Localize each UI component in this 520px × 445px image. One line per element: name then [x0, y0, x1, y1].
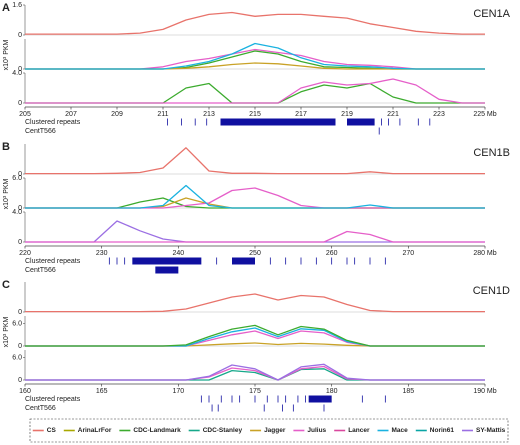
x-tick-label: 223 — [433, 111, 445, 118]
panel-label: B — [2, 141, 10, 153]
legend-label: Norin61 — [430, 427, 455, 434]
series-line — [25, 293, 485, 313]
x-tick-label: 220 — [19, 250, 31, 257]
track-label: Clustered repeats — [25, 258, 81, 265]
series-line — [25, 197, 485, 209]
x-tick-label: 211 — [157, 111, 168, 118]
y-tick-label: 6.0 — [12, 354, 22, 361]
x-tick-label: 280 Mb — [473, 250, 496, 257]
repeat-span — [347, 118, 375, 126]
series-line — [25, 82, 485, 104]
y-axis-label: x10³ PKM — [3, 39, 10, 70]
series-line — [25, 184, 485, 209]
x-tick-label: 240 — [172, 250, 184, 257]
panel-label: C — [2, 279, 10, 291]
track-label: Clustered repeats — [25, 396, 81, 403]
x-tick-label: 219 — [341, 111, 353, 118]
repeat-span — [220, 118, 336, 126]
x-tick-label: 175 — [249, 388, 261, 395]
legend-label: CS — [47, 427, 57, 434]
y-axis-label: x10³ PKM — [3, 178, 10, 209]
y-tick-label: 4.0 — [12, 209, 22, 216]
legend-label: CDC-Stanley — [203, 427, 243, 434]
legend-label: Lancer — [348, 427, 370, 434]
y-tick-label: 0 — [18, 171, 22, 178]
x-tick-label: 165 — [96, 388, 108, 395]
x-tick-label: 170 — [172, 388, 184, 395]
x-tick-label: 215 — [249, 111, 261, 118]
y-tick-label: 0 — [18, 100, 22, 107]
y-tick-label: 0 — [18, 205, 22, 212]
series-line — [25, 330, 485, 347]
series-line — [25, 48, 485, 70]
x-tick-label: 209 — [111, 111, 123, 118]
x-tick-label: 250 — [249, 250, 261, 257]
x-tick-label: 190 Mb — [473, 388, 496, 395]
x-tick-label: 270 — [402, 250, 414, 257]
x-tick-label: 205 — [19, 111, 31, 118]
series-line — [25, 197, 485, 209]
series-line — [25, 230, 485, 243]
repeat-span — [232, 257, 255, 265]
x-tick-label: 260 — [326, 250, 338, 257]
panel-label: A — [2, 2, 10, 14]
series-line — [25, 363, 485, 381]
legend-label: CDC-Landmark — [133, 427, 181, 434]
repeat-span — [132, 257, 202, 265]
series-line — [25, 324, 485, 347]
series-line — [25, 78, 485, 104]
series-line — [25, 220, 485, 243]
x-tick-label: 221 — [387, 111, 399, 118]
legend-label: Jagger — [264, 427, 286, 434]
y-tick-label: 0 — [18, 343, 22, 350]
y-tick-label: 0 — [18, 66, 22, 73]
y-tick-label: 6.0 — [12, 175, 22, 182]
series-line — [25, 62, 485, 70]
series-line — [25, 42, 485, 70]
y-tick-label: 1.6 — [12, 2, 22, 9]
series-line — [25, 187, 485, 209]
x-tick-label: 185 — [402, 388, 414, 395]
track-label: CentT566 — [25, 267, 56, 274]
x-tick-label: 213 — [203, 111, 215, 118]
x-tick-label: 180 — [326, 388, 338, 395]
panel-title: CEN1A — [473, 8, 510, 20]
series-line — [25, 11, 485, 35]
y-tick-label: 6.0 — [12, 320, 22, 327]
legend-label: Julius — [307, 427, 326, 434]
y-tick-label: 4.0 — [12, 70, 22, 77]
series-line — [25, 147, 485, 175]
y-axis-label: x10³ PKM — [3, 316, 10, 347]
y-tick-label: 0 — [18, 377, 22, 384]
legend-label: SY-Mattis — [476, 427, 506, 434]
legend-label: ArinaLrFor — [78, 427, 112, 434]
legend: CS ArinaLrFor CDC-Landmark CDC-Stanley Jagge… — [29, 418, 509, 443]
legend-box — [29, 418, 509, 443]
x-tick-label: 207 — [65, 111, 77, 118]
y-tick-label: 0 — [18, 309, 22, 316]
series-line — [25, 50, 485, 70]
y-tick-label: 0 — [18, 239, 22, 246]
y-tick-label: 0 — [18, 32, 22, 39]
x-tick-label: 230 — [96, 250, 108, 257]
x-tick-label: 225 Mb — [473, 111, 496, 118]
repeat-span — [155, 266, 179, 274]
legend-label: Mace — [392, 427, 409, 434]
track-label: Clustered repeats — [25, 119, 81, 126]
track-label: CentT566 — [25, 405, 56, 412]
repeat-span — [308, 395, 332, 403]
panel-title: CEN1D — [473, 285, 510, 297]
panel-title: CEN1B — [473, 147, 510, 159]
x-tick-label: 217 — [295, 111, 307, 118]
track-label: CentT566 — [25, 128, 56, 135]
x-tick-label: 160 — [19, 388, 31, 395]
